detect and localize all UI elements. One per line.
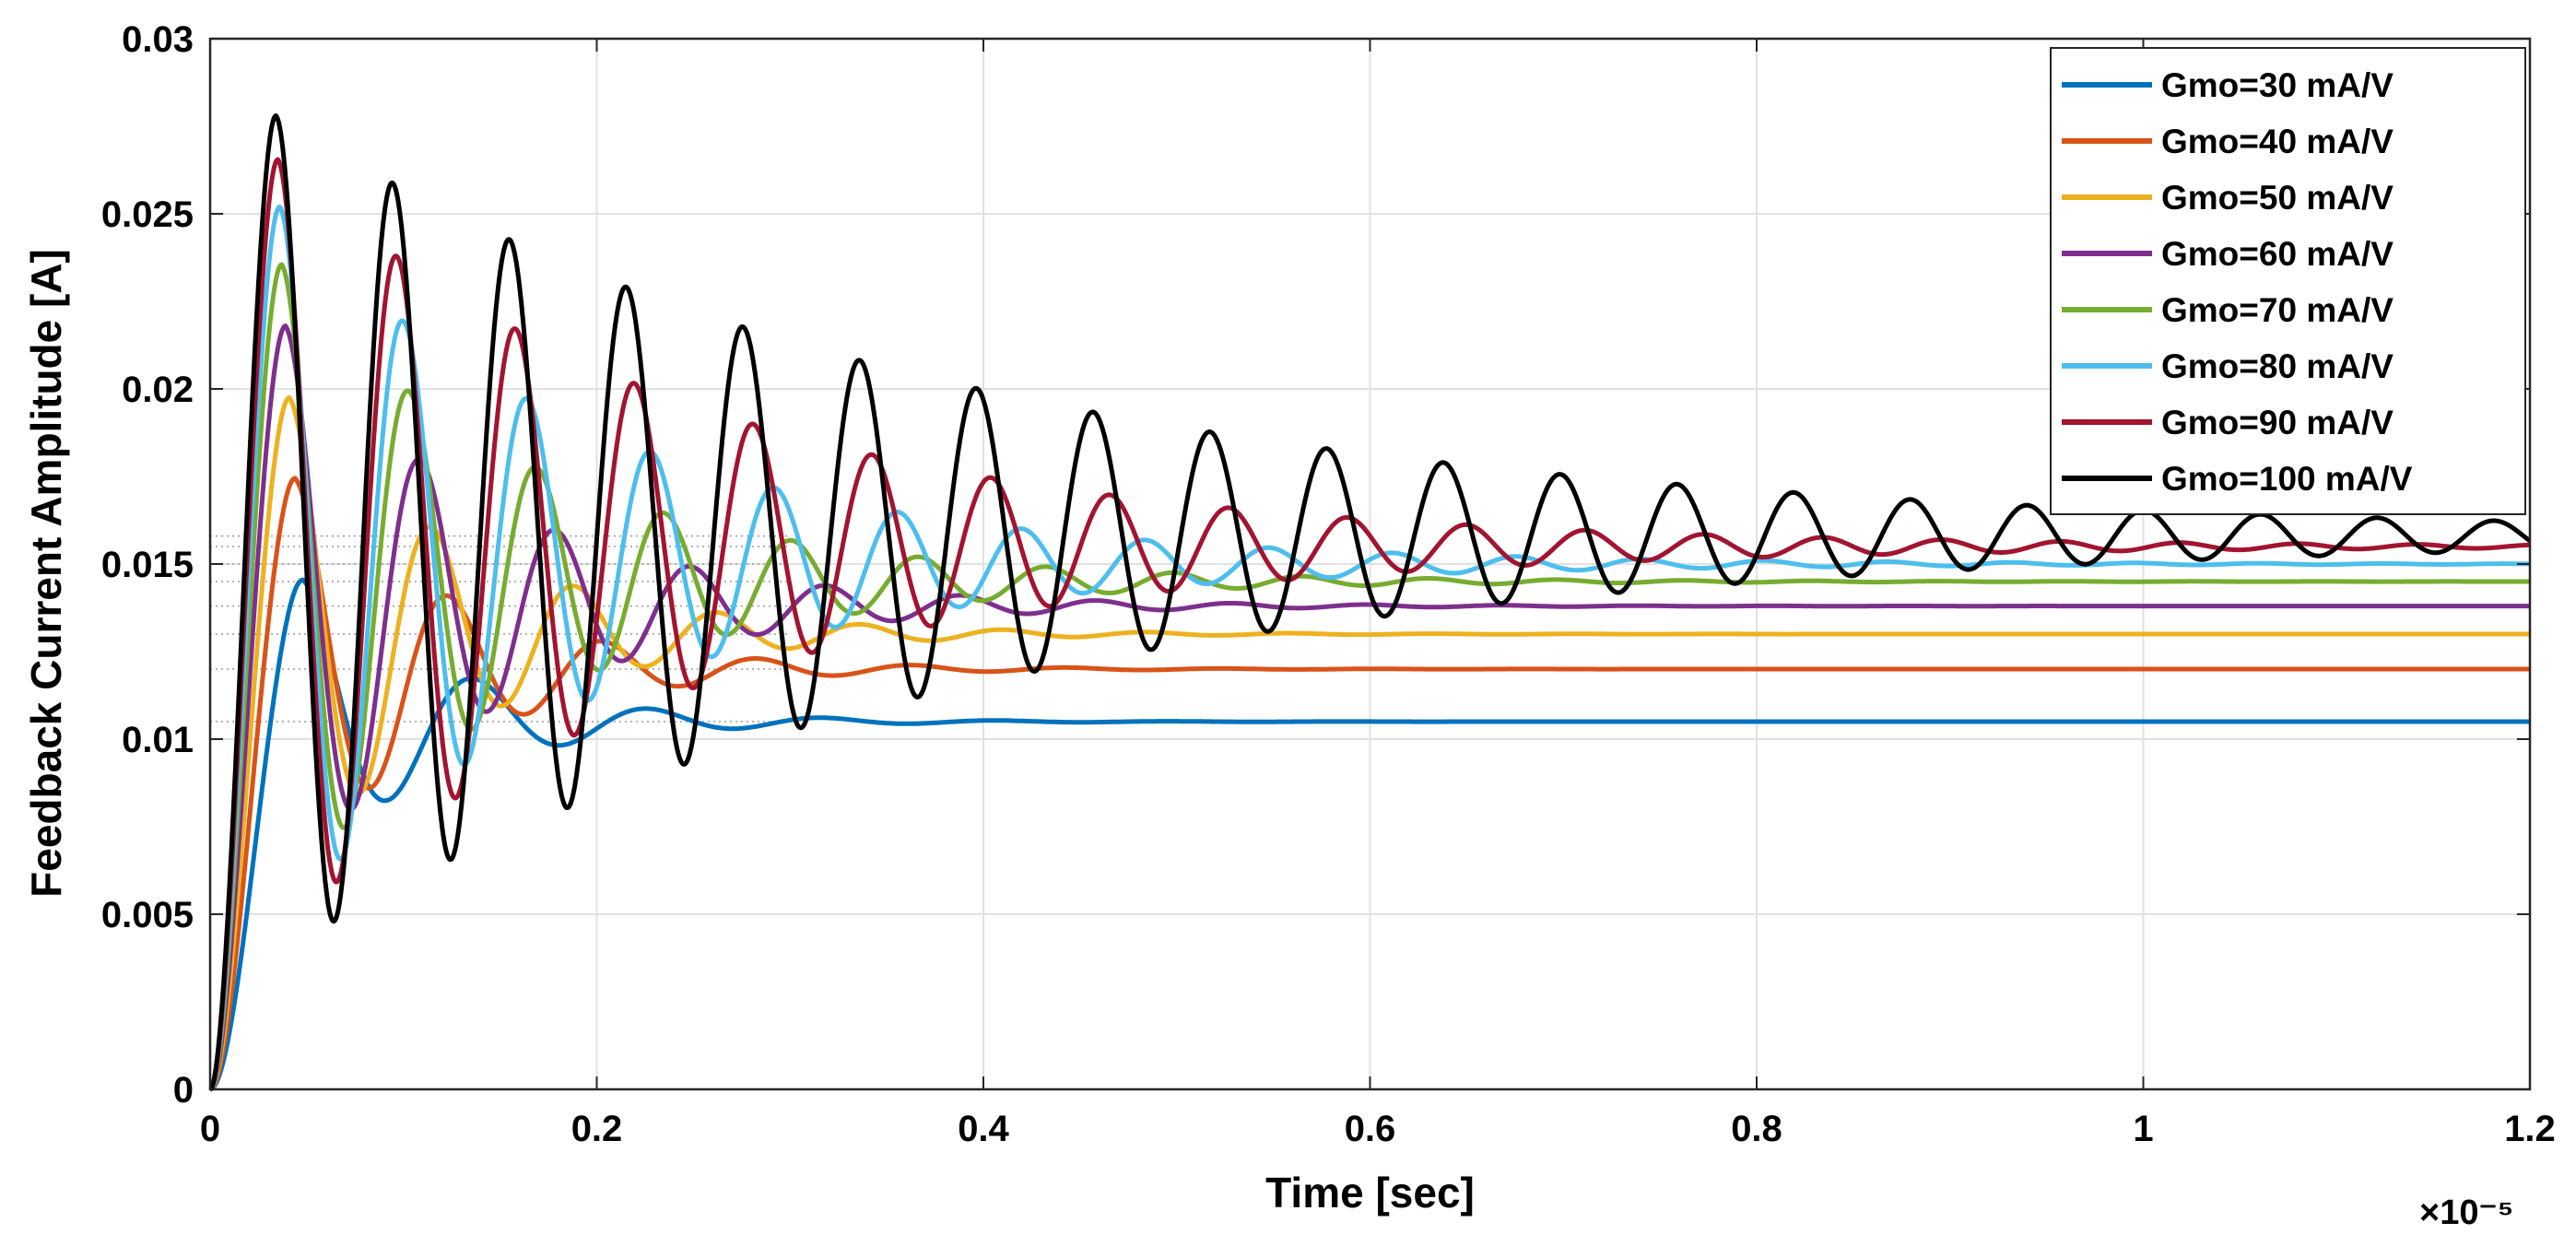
x-tick-label: 0.2 — [571, 1109, 623, 1149]
legend-entry-label: Gmo=60 mA/V — [2161, 235, 2394, 273]
series-line — [208, 157, 2532, 1092]
legend-entry-label: Gmo=50 mA/V — [2161, 179, 2394, 217]
legend-entry-label: Gmo=90 mA/V — [2161, 404, 2394, 441]
x-tick-label: 0.8 — [1731, 1109, 1782, 1149]
y-axis-title: Feedback Current Amplitude [A] — [22, 249, 70, 898]
legend-box — [2050, 47, 2526, 515]
series-line — [208, 204, 2532, 1092]
x-tick-label: 0.6 — [1345, 1109, 1396, 1149]
y-tick-label: 0.03 — [122, 19, 194, 60]
legend-entry-label: Gmo=80 mA/V — [2161, 347, 2394, 385]
x-tick-label: 1.2 — [2504, 1109, 2556, 1149]
y-tick-label: 0 — [173, 1070, 194, 1111]
series-line — [208, 577, 2532, 1092]
x-axis-exponent: ×10⁻⁵ — [2419, 1193, 2513, 1232]
x-tick-label: 1 — [2133, 1109, 2153, 1149]
y-tick-label: 0.01 — [122, 720, 194, 760]
x-axis-ticks: 0 0.2 0.4 0.6 0.8 1 1.2 — [200, 39, 2556, 1149]
y-axis-ticks: 0 0.005 0.01 0.015 0.02 0.025 0.03 — [101, 19, 2530, 1111]
x-tick-label: 0.4 — [958, 1109, 1009, 1149]
y-tick-label: 0.02 — [122, 370, 194, 410]
y-tick-label: 0.025 — [101, 194, 194, 235]
legend-entry-label: Gmo=100 mA/V — [2161, 460, 2413, 498]
x-tick-label: 0 — [200, 1109, 220, 1149]
y-tick-label: 0.015 — [101, 545, 194, 585]
legend-entry-label: Gmo=40 mA/V — [2161, 123, 2394, 160]
legend: Gmo=30 mA/V Gmo=40 mA/V Gmo=50 mA/V Gmo=60 … — [2050, 47, 2526, 515]
series-lines — [208, 113, 2532, 1092]
y-tick-label: 0.005 — [101, 895, 194, 935]
legend-entry-label: Gmo=30 mA/V — [2161, 66, 2394, 104]
x-axis-title: Time [sec] — [1265, 1169, 1475, 1217]
series-line — [208, 476, 2532, 1092]
legend-entry-label: Gmo=70 mA/V — [2161, 291, 2394, 329]
